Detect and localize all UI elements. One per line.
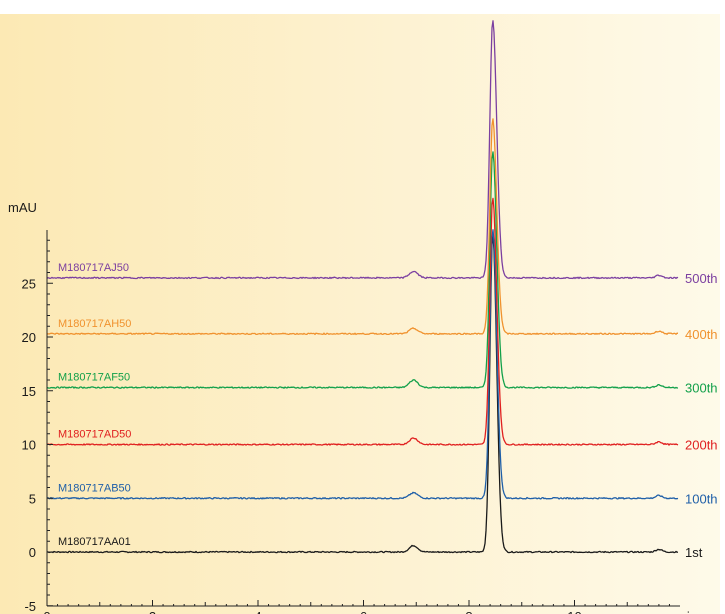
x-tick-label: 10 [567,609,581,614]
trace-name-label: M180717AD50 [58,429,131,441]
trace-name-label: M180717AA01 [58,536,131,548]
y-tick-label: 5 [29,491,36,506]
x-tick-label: 6 [360,609,367,614]
y-tick-label: -5 [24,599,36,614]
run-label: 500th [685,271,718,286]
trace-name-label: M180717AH50 [58,318,131,330]
trace-1st [46,234,679,554]
trace-400th [46,118,679,336]
x-tick-label: 0 [43,609,50,614]
x-tick-label: 4 [254,609,261,614]
trace-layer [46,20,679,554]
x-tick-label: 2 [149,609,156,614]
trace-100th [46,229,679,500]
y-tick-label: 0 [29,545,36,560]
trace-500th [46,20,679,280]
trace-200th [46,197,679,446]
trace-name-label: M180717AJ50 [58,262,129,274]
run-label: 300th [685,381,718,396]
y-tick-label: 25 [22,276,36,291]
trace-name-label: M180717AF50 [58,372,130,384]
trace-300th [46,151,679,389]
chart-background [0,14,720,614]
x-axis-unit: min [676,609,697,614]
x-tick-label: 8 [465,609,472,614]
axes-layer: -5 0 5 10 15 20 25 0 2 4 6 8 10 mAU min [8,200,697,614]
label-layer: M180717AA01 1st M180717AB50 100th M180717AD5… [58,262,718,560]
trace-name-label: M180717AB50 [58,482,131,494]
y-tick-label: 15 [22,384,36,399]
run-label: 400th [685,327,718,342]
run-label: 200th [685,438,718,453]
run-label: 1st [685,545,703,560]
y-tick-label: 20 [22,330,36,345]
y-tick-label: 10 [22,438,36,453]
y-axis-unit: mAU [8,200,37,215]
run-label: 100th [685,491,718,506]
